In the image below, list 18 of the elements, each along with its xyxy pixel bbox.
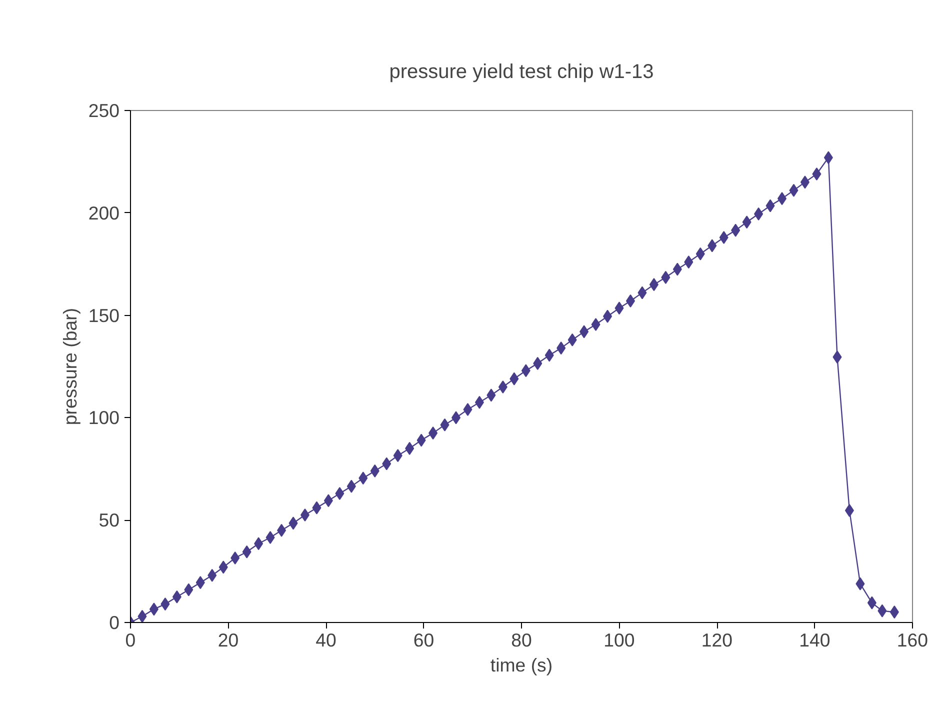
- x-tick-label: 80: [511, 630, 532, 650]
- x-tick-label: 60: [413, 630, 434, 650]
- x-tick-label: 0: [125, 630, 136, 650]
- x-tick-label: 140: [799, 630, 830, 650]
- y-tick-label: 150: [88, 304, 120, 326]
- y-axis-title: pressure (bar): [59, 308, 80, 426]
- x-tick-label: 160: [896, 630, 928, 650]
- x-axis-title: time (s): [490, 654, 553, 676]
- x-tick-label: 120: [701, 630, 733, 650]
- y-tick-label: 200: [88, 202, 120, 224]
- y-tick-label: 50: [98, 510, 120, 531]
- x-tick-label: 20: [218, 630, 239, 650]
- y-tick-label: 250: [88, 100, 120, 121]
- x-tick-label: 40: [316, 630, 336, 650]
- y-tick-label: 0: [109, 612, 120, 633]
- chart-title: pressure yield test chip w1-13: [389, 61, 654, 83]
- y-tick-label: 100: [88, 407, 120, 428]
- x-tick-label: 100: [604, 630, 635, 650]
